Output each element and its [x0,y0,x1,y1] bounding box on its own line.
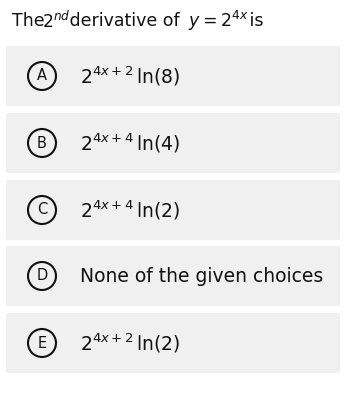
Text: is: is [244,12,264,30]
FancyBboxPatch shape [6,46,340,106]
Text: C: C [37,202,47,217]
Text: The: The [12,12,50,30]
FancyBboxPatch shape [6,113,340,173]
Text: B: B [37,135,47,150]
FancyBboxPatch shape [6,180,340,240]
Text: $2^{4x+2}\,\mathrm{ln}(8)$: $2^{4x+2}\,\mathrm{ln}(8)$ [80,64,180,88]
Text: E: E [37,335,47,350]
Text: $2^{nd}$: $2^{nd}$ [42,10,71,32]
Text: $y = 2^{4x}$: $y = 2^{4x}$ [188,9,248,33]
Text: D: D [36,268,48,284]
Text: $2^{4x+4}\,\mathrm{ln}(2)$: $2^{4x+4}\,\mathrm{ln}(2)$ [80,198,180,222]
Text: A: A [37,69,47,84]
Text: $2^{4x+4}\,\mathrm{ln}(4)$: $2^{4x+4}\,\mathrm{ln}(4)$ [80,131,180,155]
Text: derivative of: derivative of [64,12,185,30]
FancyBboxPatch shape [6,313,340,373]
Text: $2^{4x+2}\,\mathrm{ln}(2)$: $2^{4x+2}\,\mathrm{ln}(2)$ [80,331,180,355]
Text: None of the given choices: None of the given choices [80,267,323,286]
FancyBboxPatch shape [6,246,340,306]
